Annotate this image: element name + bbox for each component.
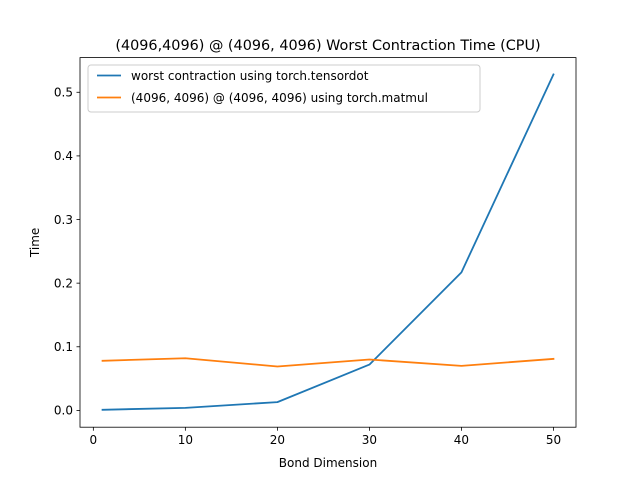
y-tick-label: 0.4: [54, 149, 73, 163]
y-tick-label: 0.3: [54, 213, 73, 227]
y-axis-ticks: 0.0 0.1 0.2 0.3 0.4 0.5: [54, 86, 80, 418]
legend: worst contraction using torch.tensordot …: [87, 64, 481, 113]
y-tick-label: 0.0: [54, 404, 73, 418]
series-line-1: [101, 357, 555, 368]
x-tick-label: 20: [270, 433, 285, 447]
chart-title: (4096,4096) @ (4096, 4096) Worst Contrac…: [115, 38, 540, 54]
x-tick-label: 40: [454, 433, 469, 447]
y-tick-label: 0.5: [54, 86, 73, 100]
x-tick-label: 10: [178, 433, 193, 447]
series-layer: [101, 73, 555, 411]
x-axis-ticks: 0 10 20 30 40 50: [90, 427, 561, 447]
plot-frame: [79, 57, 577, 428]
x-tick-label: 0: [90, 433, 98, 447]
x-axis-label: Bond Dimension: [279, 456, 377, 470]
legend-label-tensordot: worst contraction using torch.tensordot: [131, 69, 369, 83]
series-line-0: [101, 73, 555, 411]
x-tick-label: 50: [546, 433, 561, 447]
legend-label-matmul: (4096, 4096) @ (4096, 4096) using torch.…: [131, 91, 428, 105]
y-axis-label: Time: [28, 228, 42, 258]
x-tick-label: 30: [362, 433, 377, 447]
legend-box: [87, 64, 481, 113]
y-tick-label: 0.1: [54, 340, 73, 354]
y-tick-label: 0.2: [54, 276, 73, 290]
